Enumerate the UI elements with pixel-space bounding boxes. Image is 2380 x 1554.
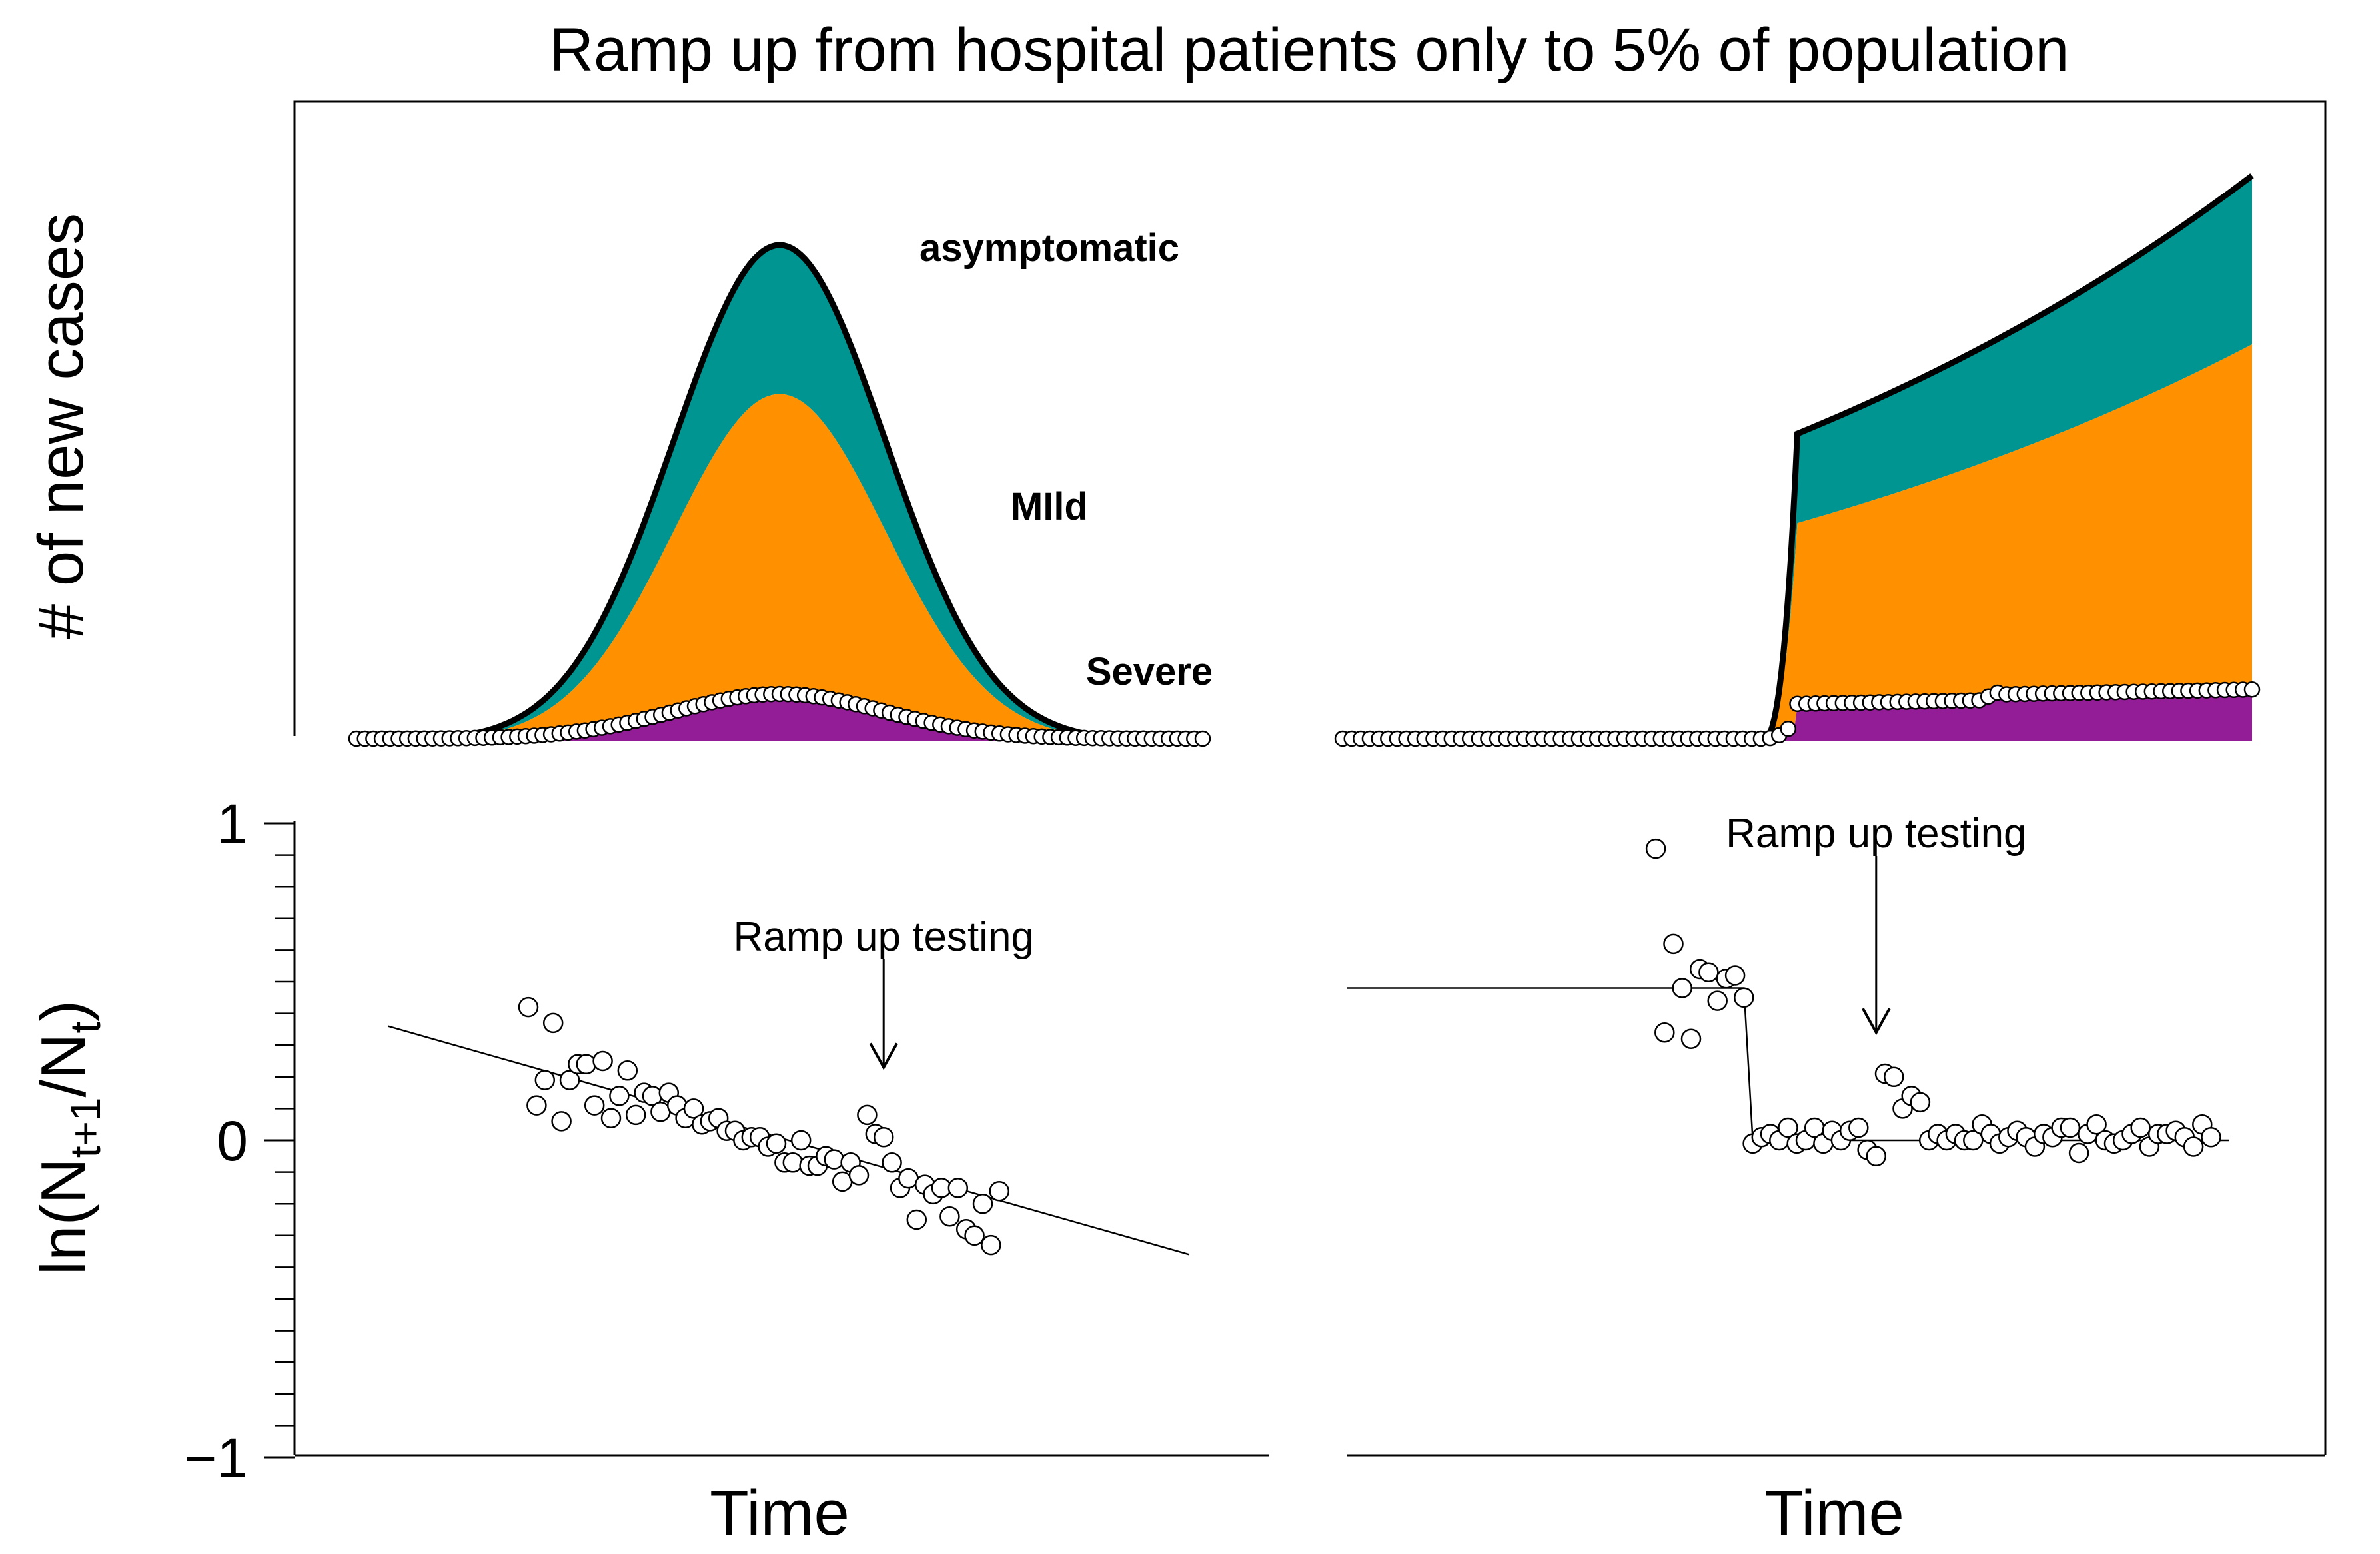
observed-points-top-left	[348, 685, 1211, 747]
growth-point	[683, 1098, 704, 1119]
y-tick-label-0: 0	[217, 1110, 248, 1172]
growth-points-left	[518, 996, 1010, 1256]
growth-point	[609, 1086, 630, 1106]
growth-point	[790, 1130, 812, 1151]
severe-area-left	[356, 697, 1203, 741]
growth-point	[1848, 1117, 1869, 1138]
svg-text:ln(Nt+1/Nt): ln(Nt+1/Nt)	[28, 1000, 109, 1276]
growth-point	[2068, 1142, 2089, 1164]
observed-point	[1780, 720, 1797, 737]
total-outline-left	[356, 242, 1203, 745]
xlabel-left: Time	[710, 1477, 850, 1549]
growth-point	[518, 996, 539, 1018]
growth-point	[1663, 933, 1684, 955]
ylabel-sub-2: t	[61, 1021, 109, 1033]
growth-point	[1734, 987, 1754, 1008]
growth-point	[1884, 1066, 1904, 1088]
ylabel-sub-1: t+1	[61, 1097, 109, 1158]
growth-point	[2201, 1126, 2221, 1148]
y-tick-label-1: 1	[217, 793, 248, 855]
growth-point	[906, 1209, 927, 1230]
top-ylabel: # of new cases	[25, 213, 97, 639]
growth-point	[1778, 1117, 1798, 1138]
growth-point	[947, 1178, 969, 1198]
growth-point	[526, 1095, 547, 1116]
growth-point	[1963, 1130, 1984, 1151]
growth-points-right	[1645, 838, 2221, 1167]
mild-area-left	[356, 394, 1203, 741]
growth-point	[617, 1060, 638, 1081]
growth-point	[972, 1193, 993, 1214]
growth-point	[1654, 1022, 1675, 1043]
arrowhead-left	[869, 1042, 898, 1070]
growth-point	[848, 1165, 870, 1186]
mild-area-right	[1756, 344, 2252, 741]
asymptomatic-area-right	[1756, 175, 2252, 741]
growth-point	[576, 1054, 597, 1075]
growth-point	[2086, 1114, 2107, 1135]
growth-point	[534, 1070, 556, 1090]
growth-point	[2130, 1117, 2151, 1138]
bottom-y-axis	[264, 821, 296, 1459]
bottom-ylabel: ln(Nt+1/Nt)	[28, 1000, 109, 1276]
growth-point	[989, 1180, 1010, 1202]
growth-point	[939, 1206, 960, 1227]
growth-point	[981, 1234, 1001, 1256]
xlabel-right: Time	[1764, 1477, 1904, 1549]
legend-mild: MIld	[1011, 485, 1088, 528]
minor-ticks	[275, 822, 295, 1459]
asymptomatic-area-left	[356, 245, 1203, 741]
growth-point	[857, 1104, 878, 1126]
growth-point	[600, 1108, 622, 1128]
observed-point	[2243, 681, 2261, 698]
growth-point	[1645, 838, 1666, 859]
annotation-left: Ramp up testing	[733, 914, 1033, 960]
observed-points-top-right	[1334, 681, 2261, 747]
growth-point	[551, 1111, 572, 1132]
growth-point	[542, 1012, 564, 1034]
growth-point	[882, 1152, 902, 1173]
y-tick-label-minus-1: −1	[184, 1427, 248, 1489]
top-panel-frame	[293, 100, 2327, 736]
total-outline-right	[1756, 173, 2254, 745]
legend-severe: Severe	[1086, 650, 1213, 693]
growth-point	[559, 1070, 580, 1090]
top-left-areas	[356, 242, 1203, 745]
growth-point	[1866, 1146, 1887, 1167]
growth-point	[782, 1152, 804, 1173]
growth-point	[873, 1126, 894, 1148]
growth-point	[625, 1104, 646, 1126]
growth-point	[584, 1095, 605, 1116]
growth-point	[2060, 1117, 2081, 1138]
chart-title: Ramp up from hospital patients only to 5…	[550, 16, 2070, 84]
growth-point	[964, 1225, 985, 1246]
legend-asymptomatic: asymptomatic	[919, 226, 1179, 270]
ylabel-mid: /N	[28, 1033, 99, 1097]
top-right-areas	[1756, 173, 2254, 745]
annotation-right: Ramp up testing	[1726, 811, 2026, 857]
growth-point	[1910, 1092, 1931, 1113]
growth-point	[1707, 990, 1728, 1011]
growth-point	[824, 1149, 845, 1170]
arrowhead-right	[1862, 1008, 1891, 1036]
growth-point	[1680, 1028, 1702, 1049]
growth-point	[592, 1050, 613, 1072]
ylabel-end: )	[28, 1000, 99, 1022]
growth-point	[1672, 978, 1692, 998]
observed-point	[1194, 730, 1211, 747]
y-tick-labels: 1 0 −1	[184, 793, 248, 1489]
ylabel-base: ln(N	[28, 1158, 99, 1275]
severe-area-right	[1756, 692, 2252, 741]
growth-point	[2183, 1136, 2204, 1157]
major-ticks	[264, 822, 295, 1459]
growth-point	[1724, 965, 1746, 986]
fit-line-left	[387, 1025, 1190, 1256]
growth-point	[766, 1133, 787, 1154]
growth-point	[1698, 962, 1719, 982]
